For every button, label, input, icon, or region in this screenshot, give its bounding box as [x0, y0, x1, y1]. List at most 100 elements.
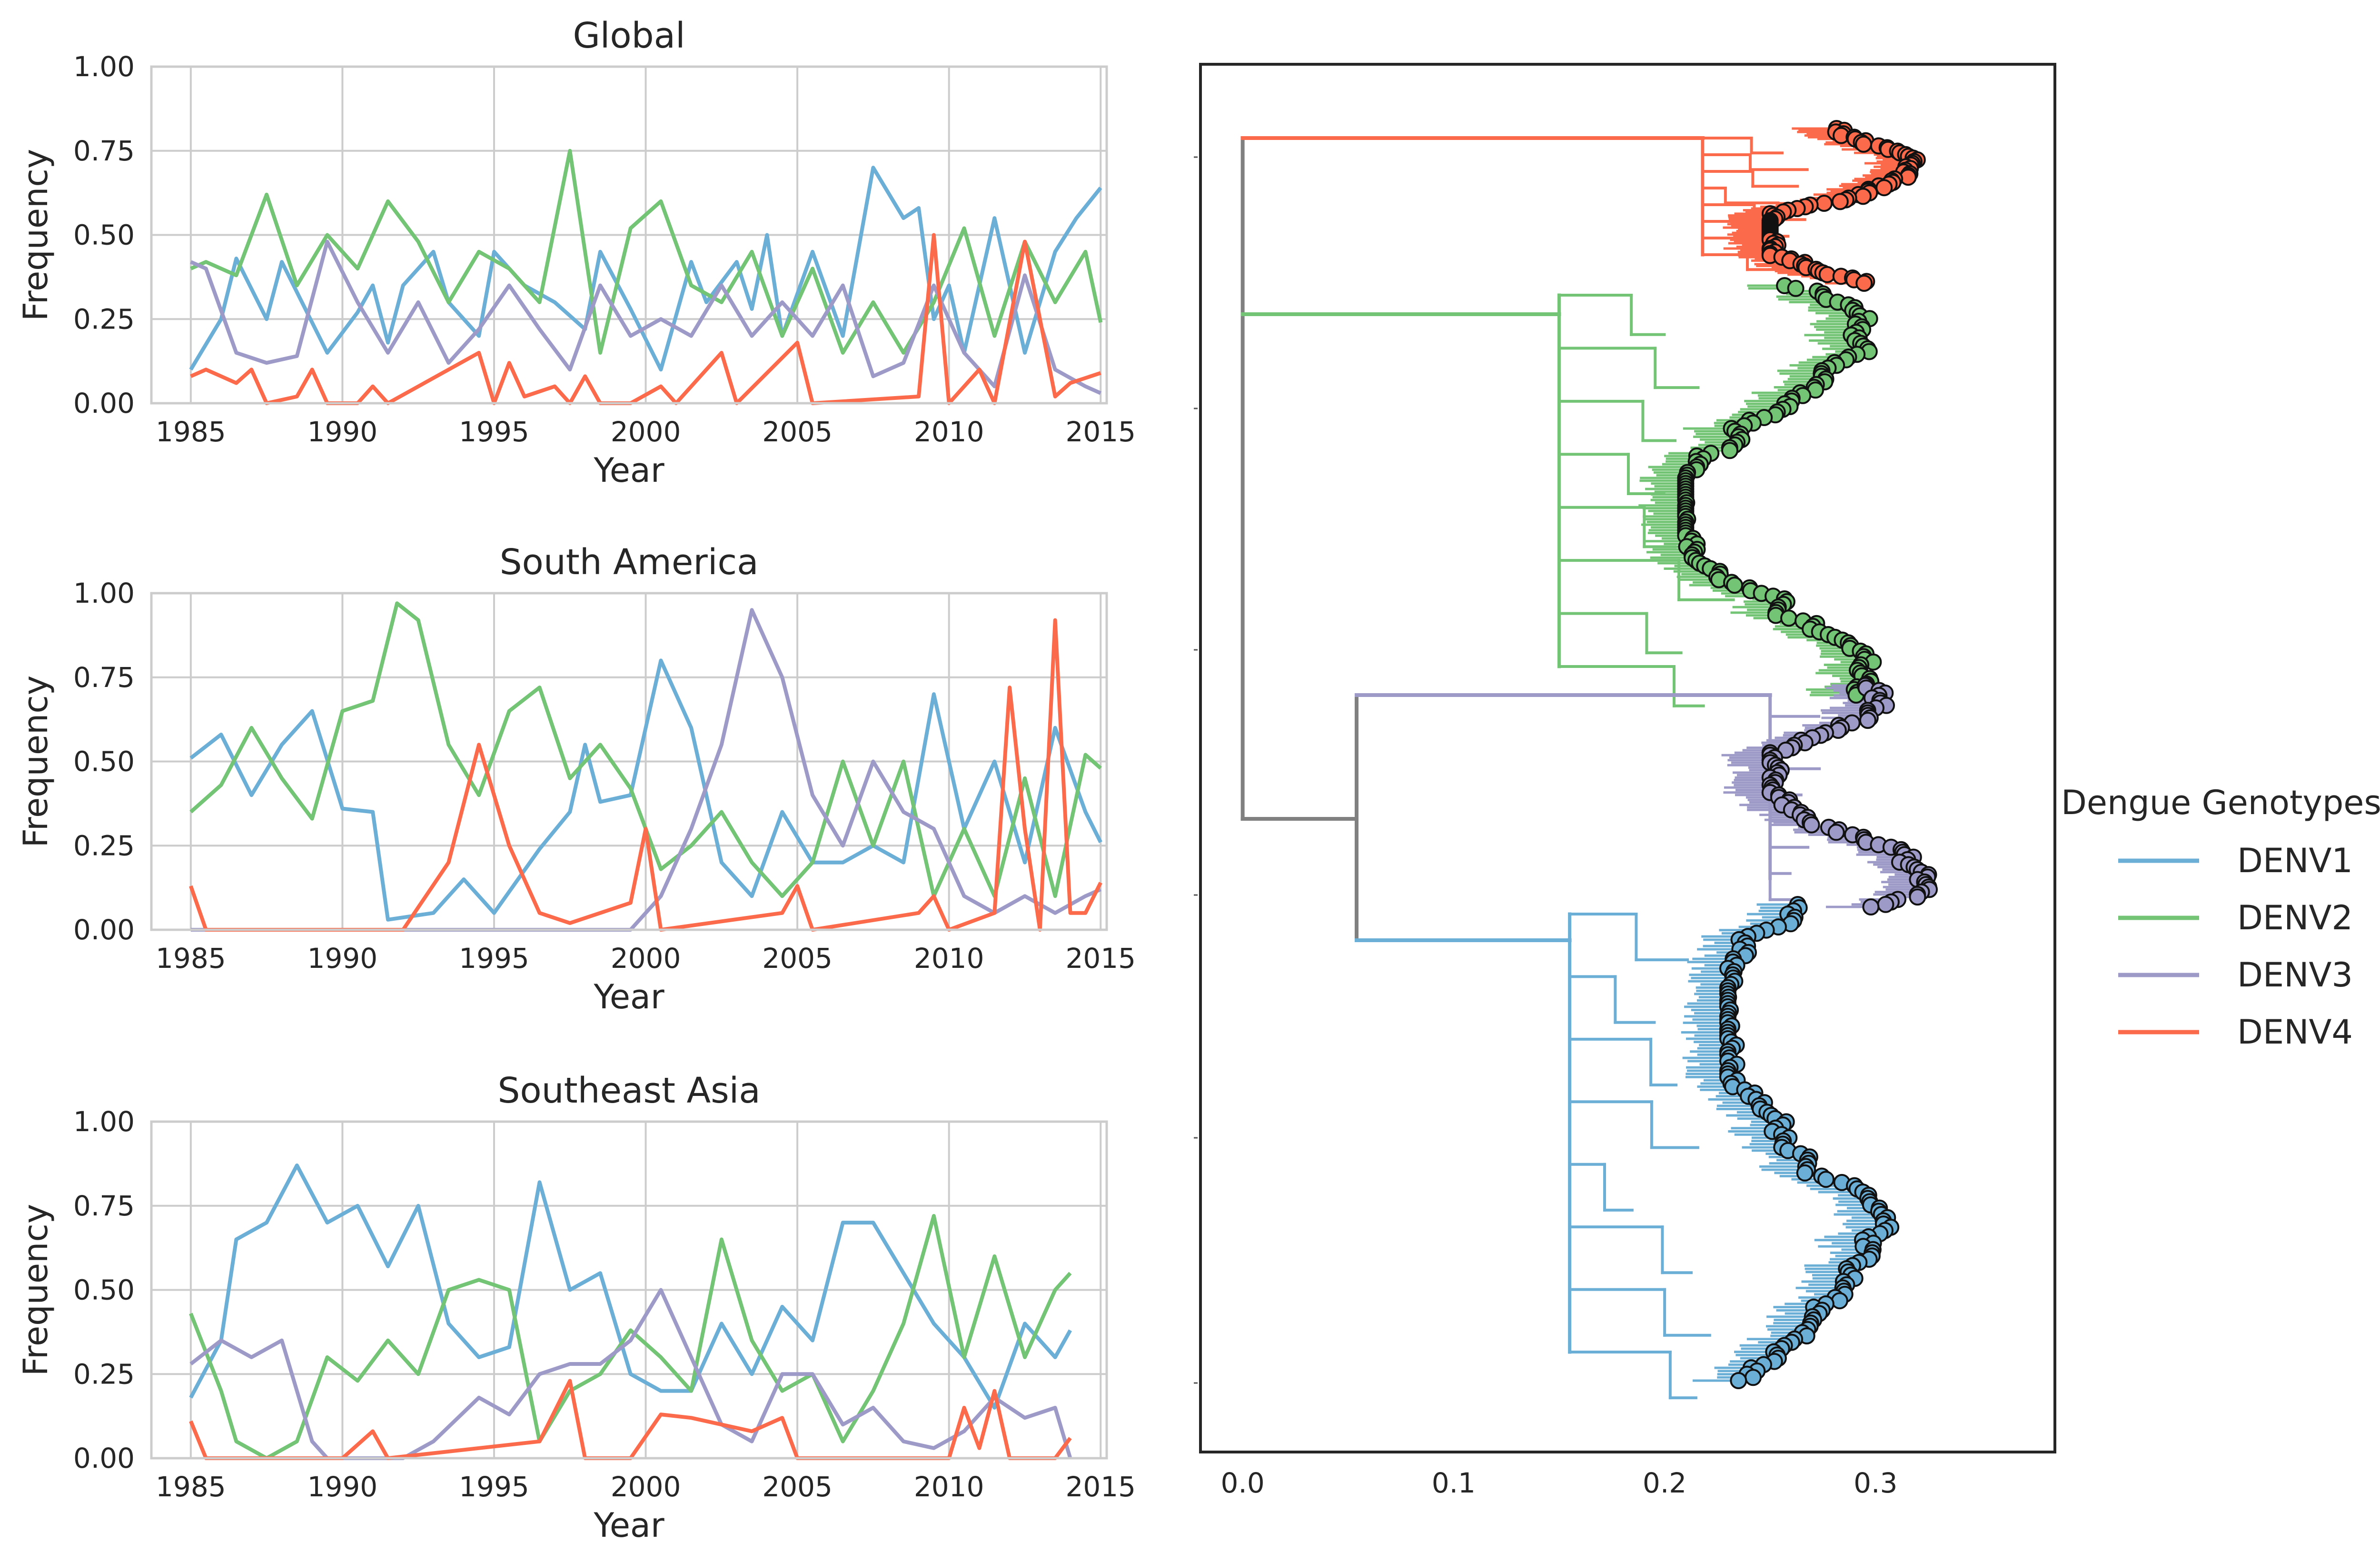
tree-tip-denv2	[1787, 279, 1805, 297]
southeast-asia-series-denv1	[189, 1163, 1072, 1410]
southeast-asia-x-tick-label: 2005	[762, 1471, 833, 1503]
tree-tip-denv4	[1855, 135, 1872, 153]
south-america-lines	[189, 601, 1102, 932]
global-x-tick-label: 2010	[914, 416, 984, 448]
south-america-x-tick-label: 1990	[307, 942, 378, 975]
southeast-asia-y-tick-label: 0.25	[73, 1358, 135, 1390]
southeast-asia-y-tick-label: 1.00	[73, 1105, 135, 1138]
global-series-denv4	[190, 233, 1101, 405]
south-america-panel: South America 1985 1990 1995 2000 2005 2010 20…	[16, 542, 1136, 1016]
tree-tip-denv2	[1780, 609, 1797, 627]
global-x-tick-label: 1985	[156, 416, 226, 448]
legend-item-denv1: DENV1	[2118, 841, 2353, 880]
global-series-denv3	[190, 239, 1101, 395]
south-america-y-label: Frequency	[16, 676, 55, 848]
south-america-y-tick-label: 0.25	[73, 829, 135, 862]
south-america-grid	[151, 592, 1107, 931]
southeast-asia-series-denv3	[189, 1288, 1072, 1460]
tree-x-tick-label: 0.0	[1221, 1467, 1265, 1499]
southeast-asia-y-tick-label: 0.75	[73, 1190, 135, 1222]
southeast-asia-lines	[189, 1163, 1072, 1460]
south-america-series-denv4	[189, 618, 1102, 932]
global-y-tick-label: 0.50	[73, 219, 135, 251]
south-america-x-tick-label: 2010	[914, 942, 984, 975]
south-america-y-ticks: 0.00 0.25 0.50 0.75 1.00	[73, 577, 135, 946]
global-x-tick-label: 1995	[459, 416, 529, 448]
tree-y-tick-marks	[1194, 156, 1198, 1384]
southeast-asia-series-denv2	[189, 1214, 1072, 1460]
south-america-y-tick-label: 1.00	[73, 577, 135, 609]
south-america-x-tick-label: 1985	[156, 942, 226, 975]
global-y-ticks: 0.00 0.25 0.50 0.75 1.00	[73, 50, 135, 419]
global-series-denv2	[190, 149, 1103, 355]
south-america-x-tick-label: 1995	[459, 942, 529, 975]
tree-tip-denv4	[1875, 179, 1893, 197]
south-america-x-tick-label: 2015	[1065, 942, 1136, 975]
tree-tip-denv3	[1862, 898, 1880, 915]
southeast-asia-y-label: Frequency	[16, 1204, 55, 1376]
global-y-tick-label: 0.75	[73, 135, 135, 167]
southeast-asia-x-tick-label: 2000	[611, 1471, 681, 1503]
tree-tip-denv3	[1803, 816, 1820, 834]
tree-tip-denv3	[1877, 895, 1894, 913]
tree-tip-denv4	[1815, 195, 1833, 212]
southeast-asia-series-denv4	[189, 1379, 1072, 1460]
tree-branches	[1240, 127, 1931, 1400]
global-series-denv1	[189, 166, 1102, 372]
global-y-tick-label: 0.00	[73, 387, 135, 419]
southeast-asia-x-ticks: 1985 1990 1995 2000 2005 2010 2015	[156, 1471, 1136, 1503]
south-america-series-denv3	[190, 608, 1101, 932]
tree-frame	[1199, 63, 2056, 1453]
global-x-tick-label: 1990	[307, 416, 378, 448]
south-america-frame	[150, 592, 1108, 931]
tree-tip-denv4	[1855, 275, 1873, 292]
tree-tip-denv4	[1818, 266, 1836, 283]
south-america-y-tick-label: 0.00	[73, 914, 135, 946]
southeast-asia-x-tick-label: 2010	[914, 1471, 984, 1503]
legend-label-denv2: DENV2	[2237, 898, 2353, 937]
south-america-y-tick-label: 0.50	[73, 746, 135, 778]
tree-x-tick-label: 0.3	[1854, 1467, 1897, 1499]
south-america-x-tick-label: 2000	[611, 942, 681, 975]
tree-tip-denv1	[1817, 1171, 1835, 1188]
tree-tip-denv1	[1745, 1369, 1762, 1386]
global-x-tick-label: 2015	[1065, 416, 1136, 448]
tree-x-tick-label: 0.2	[1643, 1467, 1686, 1499]
southeast-asia-y-ticks: 0.00 0.25 0.50 0.75 1.00	[73, 1105, 135, 1474]
legend-item-denv3: DENV3	[2118, 955, 2353, 995]
south-america-title: South America	[500, 542, 759, 583]
southeast-asia-y-tick-label: 0.50	[73, 1274, 135, 1306]
southeast-asia-panel: Southeast Asia 1985 1990 1995 2000 2005 2010 2…	[16, 1070, 1136, 1545]
southeast-asia-x-tick-label: 2015	[1065, 1471, 1136, 1503]
legend-item-denv4: DENV4	[2118, 1013, 2353, 1052]
tree-tip-denv3	[1859, 712, 1876, 729]
southeast-asia-title: Southeast Asia	[497, 1070, 760, 1111]
south-america-x-ticks: 1985 1990 1995 2000 2005 2010 2015	[156, 942, 1136, 975]
southeast-asia-x-tick-label: 1990	[307, 1471, 378, 1503]
tree-tip-denv3	[1827, 824, 1845, 841]
tree-tip-denv2	[1726, 577, 1743, 594]
global-x-tick-label: 2005	[762, 416, 833, 448]
legend: Dengue Genotypes DENV1 DENV2 DENV3 DENV4	[2061, 783, 2380, 1052]
tree-x-ticks: 0.0 0.1 0.2 0.3	[1221, 1467, 1898, 1499]
tree-tips	[1677, 120, 1938, 1389]
tree-tip-denv1	[1730, 1372, 1747, 1389]
south-america-x-tick-label: 2005	[762, 942, 833, 975]
south-america-x-label: Year	[593, 977, 664, 1016]
southeast-asia-x-label: Year	[593, 1506, 664, 1545]
global-title: Global	[573, 15, 685, 56]
tree-tip-denv3	[1909, 888, 1926, 906]
legend-title: Dengue Genotypes	[2061, 783, 2380, 822]
global-panel: Global 1985 1990 1995 2000 2005 2010 2015 0.00…	[16, 15, 1136, 490]
legend-label-denv3: DENV3	[2237, 955, 2353, 995]
southeast-asia-frame	[150, 1120, 1108, 1460]
phylogenetic-tree-panel: 0.0 0.1 0.2 0.3	[1194, 63, 2056, 1499]
tree-x-tick-label: 0.1	[1432, 1467, 1476, 1499]
tree-tip-denv2	[1721, 442, 1738, 459]
southeast-asia-x-tick-label: 1985	[156, 1471, 226, 1503]
tree-tip-denv4	[1831, 193, 1849, 210]
legend-label-denv4: DENV4	[2237, 1013, 2353, 1052]
global-frame	[150, 65, 1108, 405]
southeast-asia-y-tick-label: 0.00	[73, 1442, 135, 1474]
